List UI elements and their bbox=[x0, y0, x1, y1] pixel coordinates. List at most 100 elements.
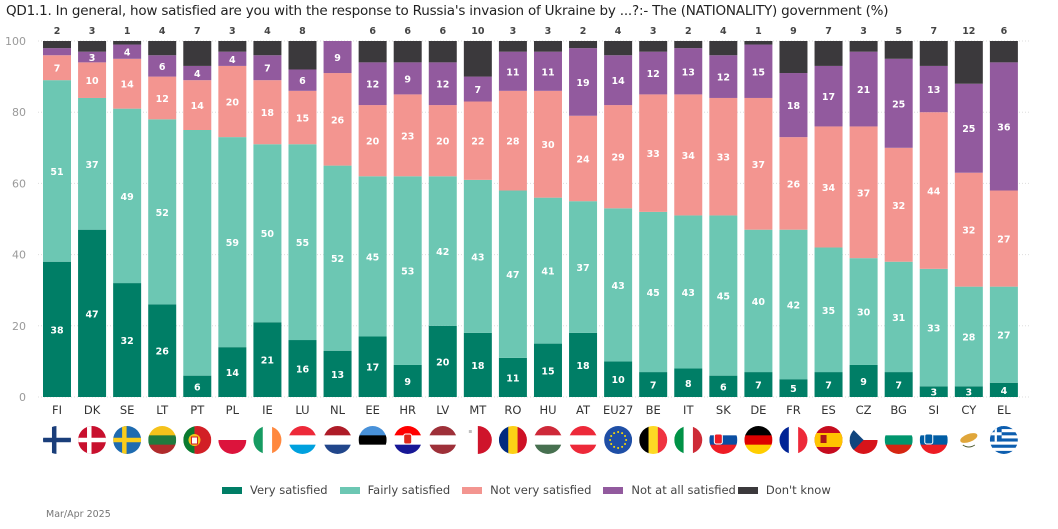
bar-segment bbox=[78, 229, 107, 397]
legend-item-fairly-satisfied: Fairly satisfied bbox=[339, 483, 451, 497]
bar-segment bbox=[463, 101, 492, 180]
bar-segment bbox=[814, 126, 843, 248]
data-label: 11 bbox=[506, 373, 519, 384]
flag-mt-icon bbox=[463, 426, 492, 454]
bar-segment bbox=[218, 65, 247, 138]
bar-segment bbox=[43, 261, 71, 397]
flag-hr-icon bbox=[393, 426, 422, 454]
bar-segment bbox=[393, 62, 422, 95]
bar-segment bbox=[148, 41, 177, 56]
bar-segment bbox=[463, 179, 492, 333]
bar-segment bbox=[463, 76, 492, 102]
bar-segment bbox=[954, 41, 983, 84]
bar-segment bbox=[884, 41, 913, 59]
legend-swatch bbox=[737, 486, 758, 494]
bar-segment bbox=[744, 44, 773, 98]
dont-know-label: 2 bbox=[54, 26, 61, 37]
flag-pt-icon bbox=[183, 426, 212, 454]
y-tick-label: 20 bbox=[12, 320, 26, 333]
bar-segment bbox=[779, 379, 808, 397]
bar-segment bbox=[253, 80, 282, 145]
bar-segment bbox=[183, 80, 212, 130]
data-label: 27 bbox=[997, 235, 1010, 246]
bar-segment bbox=[779, 73, 808, 138]
bar-segment bbox=[814, 372, 843, 397]
data-label: 7 bbox=[475, 85, 482, 96]
data-label: 12 bbox=[647, 69, 660, 80]
data-label: 9 bbox=[860, 377, 867, 388]
bar-stack-lu: 16 55 15 6 8 bbox=[288, 26, 317, 397]
dont-know-label: 6 bbox=[369, 26, 376, 37]
bar-segment bbox=[78, 41, 107, 52]
data-label: 45 bbox=[647, 288, 660, 299]
data-label: 7 bbox=[54, 64, 61, 75]
bar-segment bbox=[569, 332, 598, 397]
bar-stack-ro: 11 47 28 11 3 bbox=[498, 26, 527, 397]
flag-lt-icon bbox=[148, 426, 177, 454]
data-label: 52 bbox=[156, 208, 169, 219]
data-label: 7 bbox=[755, 381, 762, 392]
flag-se-icon bbox=[113, 426, 142, 454]
legend-item-very-satisfied: Very satisfied bbox=[222, 483, 328, 497]
bar-segment bbox=[674, 94, 703, 216]
data-label: 47 bbox=[506, 270, 519, 281]
data-label: 17 bbox=[822, 92, 835, 103]
bar-segment bbox=[43, 41, 71, 49]
bar-stack-sk: 6 45 33 12 4 bbox=[709, 26, 738, 397]
bar-segment bbox=[428, 105, 457, 177]
bar-segment bbox=[43, 48, 71, 56]
dont-know-label: 6 bbox=[439, 26, 446, 37]
bar-segment bbox=[78, 51, 107, 63]
bar-segment bbox=[288, 90, 317, 145]
x-tick-label: SE bbox=[120, 403, 135, 417]
flag-at-icon bbox=[569, 426, 598, 454]
data-label: 33 bbox=[717, 153, 730, 164]
bar-segment bbox=[954, 286, 983, 387]
legend-label: Fairly satisfied bbox=[367, 483, 451, 497]
flag-fi-icon bbox=[43, 426, 71, 454]
bar-segment bbox=[604, 105, 633, 209]
flag-ro-icon bbox=[498, 426, 527, 454]
data-label: 7 bbox=[895, 381, 902, 392]
dont-know-label: 4 bbox=[615, 26, 622, 37]
bar-segment bbox=[428, 41, 457, 63]
legend-swatch bbox=[222, 486, 242, 494]
x-tick-label: BE bbox=[646, 403, 661, 417]
bar-segment bbox=[674, 215, 703, 369]
bar-segment bbox=[849, 258, 878, 365]
data-label: 40 bbox=[752, 297, 766, 308]
data-label: 27 bbox=[997, 331, 1010, 342]
bar-segment bbox=[463, 332, 492, 397]
data-label: 24 bbox=[576, 154, 590, 165]
x-tick-label: ES bbox=[821, 403, 836, 417]
data-label: 55 bbox=[296, 238, 309, 249]
bar-segment bbox=[288, 41, 317, 70]
data-label: 6 bbox=[299, 76, 306, 87]
data-label: 59 bbox=[226, 238, 239, 249]
bar-segment bbox=[674, 48, 703, 95]
dont-know-label: 10 bbox=[471, 26, 485, 37]
bar-segment bbox=[569, 201, 598, 333]
bar-segment bbox=[428, 325, 457, 397]
flag-hu-icon bbox=[533, 426, 562, 454]
bar-stack-fr: 5 42 26 18 9 bbox=[779, 26, 808, 397]
data-label: 37 bbox=[752, 160, 765, 171]
flag-cy-icon bbox=[954, 426, 983, 454]
bar-segment bbox=[323, 73, 352, 166]
bar-segment bbox=[569, 115, 598, 202]
data-label: 34 bbox=[822, 183, 836, 194]
data-label: 29 bbox=[612, 153, 625, 164]
bar-segment bbox=[709, 375, 738, 397]
bar-segment bbox=[884, 372, 913, 397]
bar-segment bbox=[919, 41, 948, 66]
flag-lv-icon bbox=[428, 426, 457, 454]
bar-segment bbox=[674, 368, 703, 397]
data-label: 33 bbox=[927, 324, 940, 335]
x-tick-label: FI bbox=[52, 403, 62, 417]
flag-ie-icon bbox=[253, 426, 282, 454]
bar-segment bbox=[358, 105, 387, 177]
bar-stack-dk: 47 37 10 3 3 bbox=[78, 26, 107, 397]
data-label: 17 bbox=[366, 363, 379, 374]
bar-segment bbox=[604, 55, 633, 106]
legend-item-dont-know: Don't know bbox=[737, 483, 831, 497]
